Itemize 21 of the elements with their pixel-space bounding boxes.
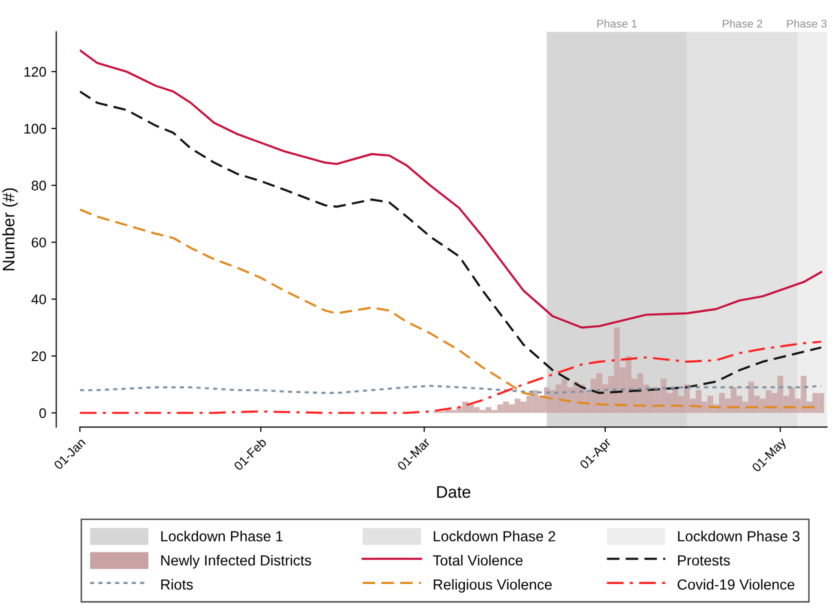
y-tick-label: 100: [24, 124, 46, 134]
y-tick-label: 40: [31, 294, 46, 304]
y-tick-label: 80: [32, 180, 46, 191]
legend-label: Newly Infected Districts: [161, 554, 312, 568]
y-tick-label: 120: [24, 66, 46, 77]
text: Phase 1: [597, 19, 637, 28]
legend-label: Lockdown Phase 2: [434, 530, 556, 542]
x-axis-title: Date: [437, 486, 470, 498]
y-tick-label: 60: [32, 238, 46, 248]
text: Phase 2: [722, 19, 762, 28]
legend-label: Total Violence: [432, 554, 523, 566]
text: Phase 3: [787, 19, 827, 28]
legend-label: Covid-19 Violence: [678, 578, 794, 590]
legend-label: Riots: [161, 578, 193, 590]
y-tick-label: 0: [39, 408, 46, 418]
y-axis-title: Number (#): [2, 188, 18, 270]
legend-label: Protests: [678, 555, 730, 566]
legend-label: Lockdown Phase 3: [678, 530, 800, 542]
legend-label: Religious Violence: [434, 578, 552, 593]
legend-label: Lockdown Phase 1: [161, 530, 283, 542]
y-tick-label: 20: [32, 351, 46, 362]
